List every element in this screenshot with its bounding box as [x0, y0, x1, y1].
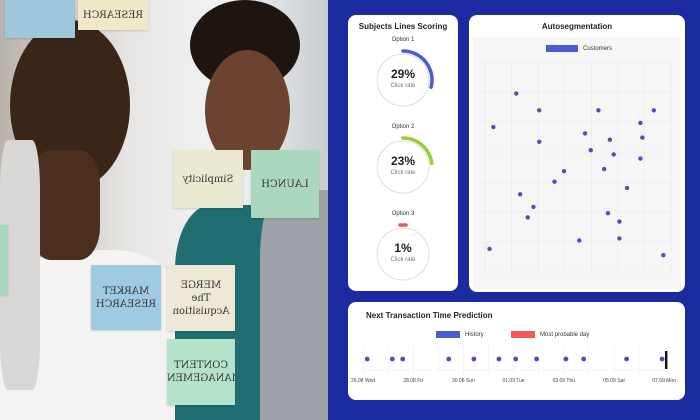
customer-point[interactable]: [517, 192, 523, 197]
legend-swatch: [546, 45, 578, 52]
customer-point[interactable]: [638, 156, 643, 161]
x-tick-label: 26.08 Wed: [350, 378, 376, 384]
customer-point[interactable]: [525, 215, 530, 220]
history-point[interactable]: [389, 356, 395, 362]
option-label: Option 3: [391, 211, 415, 217]
card-title: Autosegmentation: [541, 22, 613, 31]
x-tick-label: 28.08 Fri: [403, 378, 424, 384]
hero-photo: RESEARCH Simplicity LAUNCH MARKET RESEAR…: [0, 0, 328, 420]
x-tick-label: 01.09 Tue: [502, 378, 525, 384]
option-label: Option 2: [391, 124, 415, 130]
sticky-note: MARKET RESEARCH: [91, 265, 161, 330]
sticky-note: [0, 225, 8, 295]
customer-point[interactable]: [588, 148, 593, 153]
sticky-note: [5, 0, 75, 38]
subject-lines-card: Subjects Lines Scoring Option 1 29% Clic…: [348, 15, 458, 291]
legend-label: History: [465, 331, 484, 338]
sticky-note: MERGE The Acquisition: [167, 265, 235, 331]
history-point[interactable]: [400, 356, 406, 362]
card-title: Subjects Lines Scoring: [358, 22, 448, 31]
click-rate-value: 29%: [390, 67, 416, 81]
history-point[interactable]: [624, 356, 629, 362]
legend-history[interactable]: History: [436, 331, 484, 338]
x-tick-label: 03.09 Thu: [552, 378, 576, 384]
history-point[interactable]: [581, 356, 587, 362]
sticky-note: LAUNCH: [251, 150, 319, 218]
history-point[interactable]: [471, 356, 477, 362]
customer-point[interactable]: [561, 169, 567, 174]
customer-point[interactable]: [491, 124, 496, 130]
chart-area: [473, 37, 681, 289]
customer-point[interactable]: [611, 152, 616, 157]
click-rate-caption: Click rate: [390, 257, 416, 263]
click-rate-value: 1%: [394, 241, 412, 255]
customer-point[interactable]: [617, 219, 622, 224]
customer-point[interactable]: [596, 108, 601, 113]
customer-point[interactable]: [537, 139, 542, 144]
history-point[interactable]: [659, 356, 665, 362]
history-point[interactable]: [364, 356, 370, 362]
scatter-plot: [480, 61, 672, 273]
analytics-panel: Subjects Lines Scoring Option 1 29% Clic…: [328, 0, 700, 420]
photo-shape: [260, 190, 328, 420]
gauge-arc: [401, 49, 434, 89]
click-rate-gauge: 1% Click rate: [371, 221, 435, 285]
sticky-note: Simplicity: [173, 150, 243, 208]
legend-label: Customers: [583, 45, 613, 52]
x-tick-label: 30.08 Sun: [451, 378, 475, 384]
history-point[interactable]: [563, 356, 569, 362]
click-rate-gauge: 23% Click rate: [371, 134, 435, 198]
history-point[interactable]: [446, 356, 452, 362]
autosegmentation-card: Autosegmentation Customers: [469, 15, 685, 292]
customer-point[interactable]: [640, 135, 645, 140]
gauge-track: [376, 227, 430, 281]
customer-point[interactable]: [624, 185, 630, 191]
option-label: Option 1: [391, 37, 415, 43]
history-point[interactable]: [534, 356, 540, 362]
customer-point[interactable]: [577, 238, 582, 243]
customer-point[interactable]: [537, 108, 542, 113]
customer-point[interactable]: [487, 246, 492, 252]
customer-point[interactable]: [617, 236, 622, 241]
customer-point[interactable]: [651, 108, 657, 113]
legend-swatch: [511, 331, 535, 338]
legend-most-probable-day[interactable]: Most probable day: [511, 331, 589, 338]
history-point[interactable]: [513, 356, 519, 362]
customer-point[interactable]: [601, 166, 607, 172]
next-transaction-card: Next Transaction Time Prediction History…: [348, 302, 685, 400]
photo-shape: [30, 150, 100, 260]
customer-point[interactable]: [607, 137, 613, 142]
gauge-arc: [401, 136, 434, 166]
click-rate-value: 23%: [390, 154, 416, 168]
x-tick-label: 05.09 Sat: [603, 378, 625, 384]
legend-swatch: [436, 331, 460, 338]
customer-point[interactable]: [661, 253, 666, 258]
click-rate-caption: Click rate: [390, 83, 416, 89]
customer-point[interactable]: [552, 179, 557, 184]
sticky-note: RESEARCH: [78, 0, 148, 30]
click-rate-gauge: 29% Click rate: [371, 47, 435, 111]
gauge-track: [376, 140, 430, 194]
customer-point[interactable]: [514, 91, 519, 96]
gauge-track: [376, 53, 430, 107]
customer-point[interactable]: [531, 204, 536, 210]
legend-label: Most probable day: [540, 331, 590, 338]
legend-customers[interactable]: Customers: [546, 45, 612, 52]
card-title: Next Transaction Time Prediction: [366, 311, 493, 320]
timeline-plot: [358, 346, 673, 374]
customer-point[interactable]: [638, 120, 643, 126]
click-rate-caption: Click rate: [390, 170, 416, 176]
history-point[interactable]: [496, 356, 502, 362]
customer-point[interactable]: [605, 211, 611, 216]
sticky-note: CONTENT MANAGEMENT: [167, 339, 235, 405]
most-probable-day-marker[interactable]: [665, 351, 668, 369]
x-tick-label: 07.09 Mon: [652, 378, 677, 384]
customer-point[interactable]: [582, 131, 588, 136]
